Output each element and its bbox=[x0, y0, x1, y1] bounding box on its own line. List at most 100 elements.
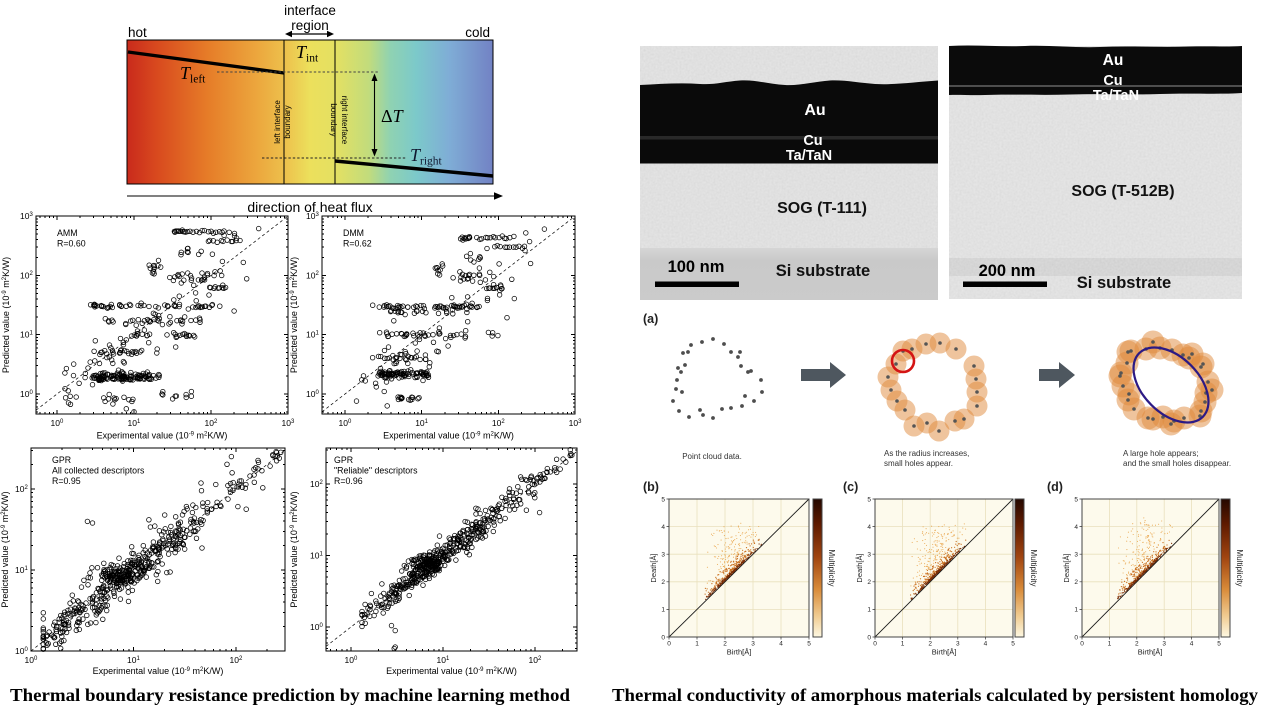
svg-text:2: 2 bbox=[1074, 579, 1078, 586]
svg-text:DMM: DMM bbox=[343, 228, 364, 238]
svg-text:5: 5 bbox=[661, 496, 665, 503]
svg-text:2: 2 bbox=[723, 641, 727, 648]
svg-text:(b): (b) bbox=[643, 480, 659, 494]
svg-text:"Reliable" descriptors: "Reliable" descriptors bbox=[334, 466, 418, 476]
svg-text:4: 4 bbox=[867, 524, 871, 531]
svg-text:0: 0 bbox=[867, 634, 871, 641]
svg-text:101: 101 bbox=[20, 330, 33, 340]
svg-text:1: 1 bbox=[661, 607, 665, 614]
svg-text:region: region bbox=[291, 18, 329, 33]
svg-text:1: 1 bbox=[867, 607, 871, 614]
svg-text:200 nm: 200 nm bbox=[979, 262, 1036, 280]
svg-text:(a): (a) bbox=[643, 312, 658, 326]
svg-text:101: 101 bbox=[437, 655, 450, 665]
svg-text:101: 101 bbox=[127, 655, 140, 665]
svg-text:cold: cold bbox=[465, 25, 490, 40]
svg-text:103: 103 bbox=[282, 418, 295, 428]
svg-text:A large hole appears;: A large hole appears; bbox=[1123, 449, 1199, 458]
svg-text:boundary: boundary bbox=[329, 103, 338, 136]
svg-text:hot: hot bbox=[128, 25, 147, 40]
svg-text:Predicted value (10-9 m2K/W): Predicted value (10-9 m2K/W) bbox=[0, 491, 10, 607]
svg-text:R=0.96: R=0.96 bbox=[334, 476, 363, 486]
svg-text:right interface: right interface bbox=[340, 96, 349, 145]
svg-text:0: 0 bbox=[661, 634, 665, 641]
svg-text:Birth[Å]: Birth[Å] bbox=[932, 648, 957, 657]
svg-text:100: 100 bbox=[345, 655, 358, 665]
svg-text:0: 0 bbox=[1080, 641, 1084, 648]
svg-text:interface: interface bbox=[284, 3, 336, 18]
svg-text:3: 3 bbox=[751, 641, 755, 648]
svg-text:Multiplicity: Multiplicity bbox=[1235, 550, 1244, 587]
svg-text:Cu: Cu bbox=[1103, 73, 1122, 89]
svg-text:100 nm: 100 nm bbox=[668, 258, 725, 276]
svg-text:102: 102 bbox=[492, 418, 505, 428]
svg-text:100: 100 bbox=[339, 418, 352, 428]
svg-text:Thermal boundary resistance pr: Thermal boundary resistance prediction b… bbox=[10, 685, 570, 705]
svg-text:0: 0 bbox=[667, 641, 671, 648]
svg-text:101: 101 bbox=[306, 330, 319, 340]
svg-text:4: 4 bbox=[1074, 524, 1078, 531]
svg-text:Experimental value (10-9 m2K/W: Experimental value (10-9 m2K/W) bbox=[383, 431, 514, 441]
svg-text:As the radius increases,: As the radius increases, bbox=[884, 449, 969, 458]
svg-text:103: 103 bbox=[306, 211, 319, 221]
svg-text:5: 5 bbox=[1074, 496, 1078, 503]
svg-text:Ta/TaN: Ta/TaN bbox=[786, 148, 832, 164]
svg-text:101: 101 bbox=[15, 565, 28, 575]
svg-text:Death[Å]: Death[Å] bbox=[649, 553, 658, 582]
svg-text:R=0.95: R=0.95 bbox=[52, 476, 81, 486]
svg-text:small holes appear.: small holes appear. bbox=[884, 459, 953, 468]
svg-text:4: 4 bbox=[984, 641, 988, 648]
svg-text:1: 1 bbox=[695, 641, 699, 648]
svg-text:3: 3 bbox=[867, 552, 871, 559]
svg-text:103: 103 bbox=[20, 211, 33, 221]
svg-text:4: 4 bbox=[779, 641, 783, 648]
svg-text:Si substrate: Si substrate bbox=[1077, 274, 1171, 292]
svg-text:Si substrate: Si substrate bbox=[776, 262, 870, 280]
svg-text:Point cloud data.: Point cloud data. bbox=[682, 452, 742, 461]
svg-text:GPR: GPR bbox=[334, 455, 353, 465]
svg-text:R=0.62: R=0.62 bbox=[343, 239, 372, 249]
svg-text:3: 3 bbox=[661, 552, 665, 559]
svg-text:2: 2 bbox=[1135, 641, 1139, 648]
svg-text:102: 102 bbox=[306, 270, 319, 280]
svg-text:Death[Å]: Death[Å] bbox=[1062, 553, 1071, 582]
svg-text:102: 102 bbox=[205, 418, 218, 428]
svg-text:All collected descriptors: All collected descriptors bbox=[52, 466, 145, 476]
svg-text:0: 0 bbox=[873, 641, 877, 648]
svg-text:102: 102 bbox=[310, 479, 323, 489]
svg-text:4: 4 bbox=[1190, 641, 1194, 648]
svg-text:Predicted value (10-9 m2K/W): Predicted value (10-9 m2K/W) bbox=[1, 257, 11, 373]
svg-text:3: 3 bbox=[1074, 552, 1078, 559]
svg-text:Death[Å]: Death[Å] bbox=[855, 553, 864, 582]
svg-text:2: 2 bbox=[928, 641, 932, 648]
svg-text:Thermal conductivity of amorph: Thermal conductivity of amorphous materi… bbox=[612, 685, 1258, 705]
svg-text:boundary: boundary bbox=[283, 105, 292, 138]
svg-text:5: 5 bbox=[1217, 641, 1221, 648]
svg-text:3: 3 bbox=[1162, 641, 1166, 648]
svg-text:GPR: GPR bbox=[52, 455, 71, 465]
svg-text:5: 5 bbox=[807, 641, 811, 648]
svg-text:Cu: Cu bbox=[803, 133, 822, 149]
svg-text:2: 2 bbox=[661, 579, 665, 586]
svg-text:1: 1 bbox=[901, 641, 905, 648]
svg-text:Experimental value (10-9 m2K/W: Experimental value (10-9 m2K/W) bbox=[97, 431, 228, 441]
svg-text:and the small holes disappear.: and the small holes disappear. bbox=[1123, 459, 1231, 468]
svg-text:1: 1 bbox=[1074, 607, 1078, 614]
svg-text:100: 100 bbox=[15, 646, 28, 656]
svg-text:5: 5 bbox=[1011, 641, 1015, 648]
svg-text:SOG (T-111): SOG (T-111) bbox=[777, 200, 867, 217]
svg-text:R=0.60: R=0.60 bbox=[57, 239, 86, 249]
svg-text:102: 102 bbox=[529, 655, 542, 665]
svg-text:5: 5 bbox=[867, 496, 871, 503]
svg-text:0: 0 bbox=[1074, 634, 1078, 641]
svg-text:4: 4 bbox=[661, 524, 665, 531]
svg-text:102: 102 bbox=[15, 484, 28, 494]
svg-text:100: 100 bbox=[25, 655, 38, 665]
svg-text:100: 100 bbox=[51, 418, 64, 428]
svg-text:Experimental value (10-9 m2K/W: Experimental value (10-9 m2K/W) bbox=[386, 666, 517, 676]
svg-text:1: 1 bbox=[1108, 641, 1112, 648]
svg-text:2: 2 bbox=[867, 579, 871, 586]
svg-text:Birth[Å]: Birth[Å] bbox=[727, 648, 752, 657]
svg-text:left interface: left interface bbox=[273, 100, 282, 144]
svg-text:Multiplicity: Multiplicity bbox=[1029, 550, 1038, 587]
